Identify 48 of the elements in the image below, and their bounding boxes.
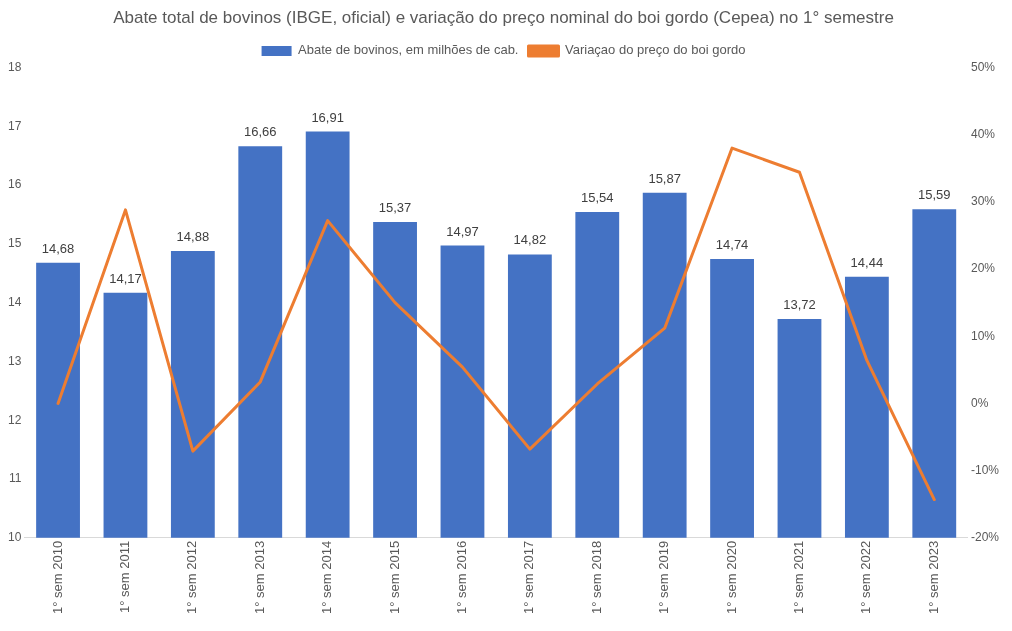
data-label: 15,54: [581, 190, 614, 206]
y2-tick-label: -10%: [970, 462, 1000, 477]
y-tick-label: 17: [7, 118, 22, 133]
y-tick-label: 11: [8, 471, 22, 486]
y-tick-label: 10: [7, 530, 22, 545]
x-tick-label: 1° sem 2011: [117, 540, 133, 614]
data-label: 14,74: [715, 237, 749, 253]
y-tick-label: 15: [7, 236, 22, 251]
x-tick-label: 1° sem 2019: [656, 540, 672, 615]
data-label: 15,59: [918, 187, 951, 203]
y-tick-label: 16: [7, 177, 22, 192]
x-tick-label: 1° sem 2023: [925, 540, 941, 615]
data-label: 14,44: [850, 254, 884, 270]
data-label: 15,87: [648, 170, 681, 186]
x-tick-label: 1° sem 2018: [588, 540, 604, 615]
x-tick-label: 1° sem 2016: [454, 540, 470, 615]
data-label: 14,68: [41, 240, 75, 256]
x-tick-label: 1° sem 2012: [184, 540, 200, 615]
x-tick-label: 1° sem 2022: [858, 540, 874, 615]
y-tick-label: 13: [7, 353, 22, 368]
data-label: 16,91: [311, 109, 344, 125]
data-label: 14,17: [109, 270, 142, 286]
y2-tick-label: 40%: [970, 126, 996, 141]
legend-label: Variaçao do preço do boi gordo: [564, 42, 746, 58]
data-label: 14,88: [176, 228, 210, 244]
y2-tick-label: 50%: [970, 59, 996, 74]
data-label: 14,97: [446, 223, 479, 239]
data-label: 16,66: [243, 124, 277, 140]
data-label: 15,37: [378, 200, 412, 216]
y2-tick-label: 30%: [970, 194, 996, 209]
y2-tick-label: 0%: [970, 395, 989, 410]
x-tick-label: 1° sem 2020: [723, 540, 739, 615]
x-tick-label: 1° sem 2017: [521, 540, 537, 615]
data-label: 13,72: [783, 297, 816, 313]
x-tick-label: 1° sem 2014: [319, 540, 335, 615]
y2-tick-label: -20%: [970, 530, 1000, 545]
data-label: 14,82: [513, 232, 547, 248]
x-tick-label: 1° sem 2015: [386, 540, 402, 615]
y2-tick-label: 20%: [970, 261, 996, 276]
x-tick-label: 1° sem 2010: [49, 540, 65, 615]
legend-label: Abate de bovinos, em milhões de cab.: [298, 42, 519, 58]
y2-tick-label: 10%: [970, 328, 996, 343]
y-tick-label: 18: [7, 59, 22, 74]
x-tick-label: 1° sem 2013: [251, 540, 267, 615]
y-tick-label: 12: [7, 412, 22, 427]
y-tick-label: 14: [7, 294, 22, 309]
x-tick-label: 1° sem 2021: [791, 540, 807, 615]
chart-title: Abate total de bovinos (IBGE, oficial) e variação do preço nominal do boi gordo (Cepea) no 1° semestre: [113, 7, 894, 27]
